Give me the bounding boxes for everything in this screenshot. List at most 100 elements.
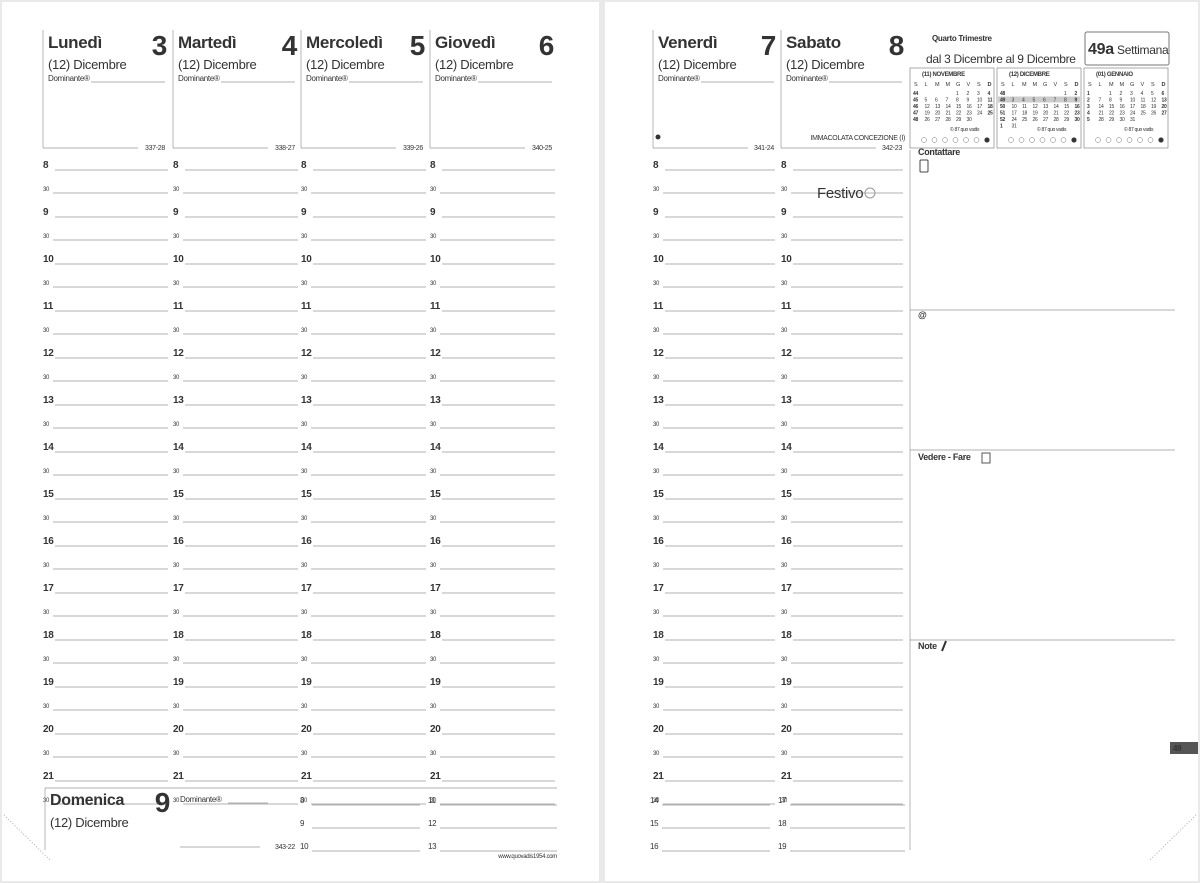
hour-label: 17 [430, 583, 441, 594]
calendar-day: 10 [1130, 98, 1135, 104]
half-hour-label: 30 [430, 563, 437, 569]
calendar-day: 15 [1064, 104, 1069, 110]
weekday-letter: M [1120, 82, 1125, 88]
half-hour-label: 30 [653, 610, 660, 616]
hour-label: 19 [781, 677, 792, 688]
half-hour-label: 30 [43, 469, 50, 475]
hour-label: 15 [430, 489, 441, 500]
bullet [655, 134, 661, 140]
hour-label: 16 [43, 536, 54, 547]
calendar-day: 1 [1064, 91, 1067, 97]
half-hour-label: 30 [173, 281, 180, 287]
calendar-footer: © 87 quo vadis [1037, 126, 1067, 133]
half-hour-label: 30 [653, 281, 660, 287]
calendar-day: 4 [988, 91, 991, 97]
half-hour-label: 30 [430, 234, 437, 240]
calendar-day: 29 [956, 117, 961, 123]
hour-label: 16 [173, 536, 184, 547]
half-hour-label: 30 [301, 704, 308, 710]
calendar-day: 20 [1162, 104, 1167, 110]
moon-icon [1116, 137, 1122, 143]
calendar-day: 19 [1151, 104, 1156, 110]
hour-label: 17 [653, 583, 664, 594]
half-hour-label: 30 [173, 751, 180, 757]
hour-label: 19 [43, 677, 54, 688]
weekday-letter: S [977, 82, 981, 88]
calendar-day: 27 [1162, 111, 1167, 117]
hour-label: 18 [43, 630, 54, 641]
calendar-day: 29 [1109, 117, 1114, 123]
hour-label: 10 [653, 254, 664, 265]
calendar-day: 18 [1022, 111, 1027, 117]
weekday-letter: G [956, 82, 960, 88]
moon-icon [1039, 137, 1046, 143]
half-hour-label: 30 [781, 469, 788, 475]
week-number: 48 [1000, 91, 1005, 97]
calendar-day: 24 [977, 111, 982, 117]
half-hour-label: 30 [173, 422, 180, 428]
mini-calendar [996, 67, 1082, 149]
moon-icon [1126, 137, 1133, 143]
half-hour-label: 30 [653, 187, 660, 193]
hour-label: 8 [301, 160, 307, 171]
half-hour-label: 30 [430, 798, 437, 804]
half-hour-label: 30 [173, 798, 180, 804]
pen-icon [941, 640, 947, 652]
calendar-day: 26 [925, 117, 930, 123]
calendar-day: 28 [1099, 117, 1104, 123]
hour-label: 10 [430, 254, 441, 265]
calendar-day: 17 [1130, 104, 1135, 110]
day-code: 343-22 [275, 844, 295, 851]
day-month: (12) Dicembre [50, 815, 129, 830]
half-hour-label: 30 [43, 281, 50, 287]
weekday-letter: S [914, 82, 918, 88]
weekday-letter: M [1033, 82, 1038, 88]
hour-label: 14 [430, 442, 441, 453]
half-hour-label: 30 [781, 610, 788, 616]
weekday-letter: V [1141, 82, 1145, 88]
half-hour-label: 30 [43, 563, 50, 569]
website: www.quovadis1954.com [497, 854, 557, 860]
day-number: 3 [152, 30, 167, 61]
hour-label: 8 [781, 160, 787, 171]
dominant: Dominante® [435, 74, 477, 83]
hour-label: 20 [781, 724, 792, 735]
moon-icon [1060, 137, 1067, 143]
calendar-day: 6 [1043, 98, 1046, 104]
half-hour-label: 30 [301, 422, 308, 428]
hour-label: 19 [653, 677, 664, 688]
half-hour-label: 30 [781, 516, 788, 522]
calendar-day: 29 [1064, 117, 1069, 123]
half-hour-label: 30 [43, 234, 50, 240]
moon-icon [1018, 137, 1025, 143]
weekday-letter: G [1043, 82, 1047, 88]
weekday-letter: S [1064, 82, 1068, 88]
half-hour-label: 30 [43, 751, 50, 757]
calendar-day: 21 [946, 111, 951, 117]
hour-label: 16 [653, 536, 664, 547]
calendar-day: 2 [967, 91, 970, 97]
day-month: (12) Dicembre [435, 57, 514, 72]
calendar-day: 9 [967, 98, 970, 104]
day-number: 8 [889, 30, 904, 61]
hour-label: 19 [301, 677, 312, 688]
day-name: Martedì [178, 33, 236, 52]
hour-label: 9 [43, 207, 49, 218]
half-hour-label: 30 [43, 657, 50, 663]
calendar-day: 16 [967, 104, 972, 110]
hour-label: 9 [653, 207, 659, 218]
day-name: Domenica [50, 792, 124, 809]
calendar-title: (11) NOVEMBRE [922, 72, 965, 78]
half-hour-label: 30 [653, 751, 660, 757]
half-hour-label: 30 [43, 187, 50, 193]
half-hour-label: 30 [173, 469, 180, 475]
half-hour-label: 30 [653, 234, 660, 240]
half-hour-label: 30 [301, 610, 308, 616]
hour-label: 10 [300, 842, 309, 851]
day-name: Venerdì [658, 33, 717, 52]
half-hour-label: 30 [301, 657, 308, 663]
hour-label: 18 [173, 630, 184, 641]
moon-icon [1095, 137, 1101, 143]
half-hour-label: 30 [173, 563, 180, 569]
week-box [1084, 31, 1170, 66]
